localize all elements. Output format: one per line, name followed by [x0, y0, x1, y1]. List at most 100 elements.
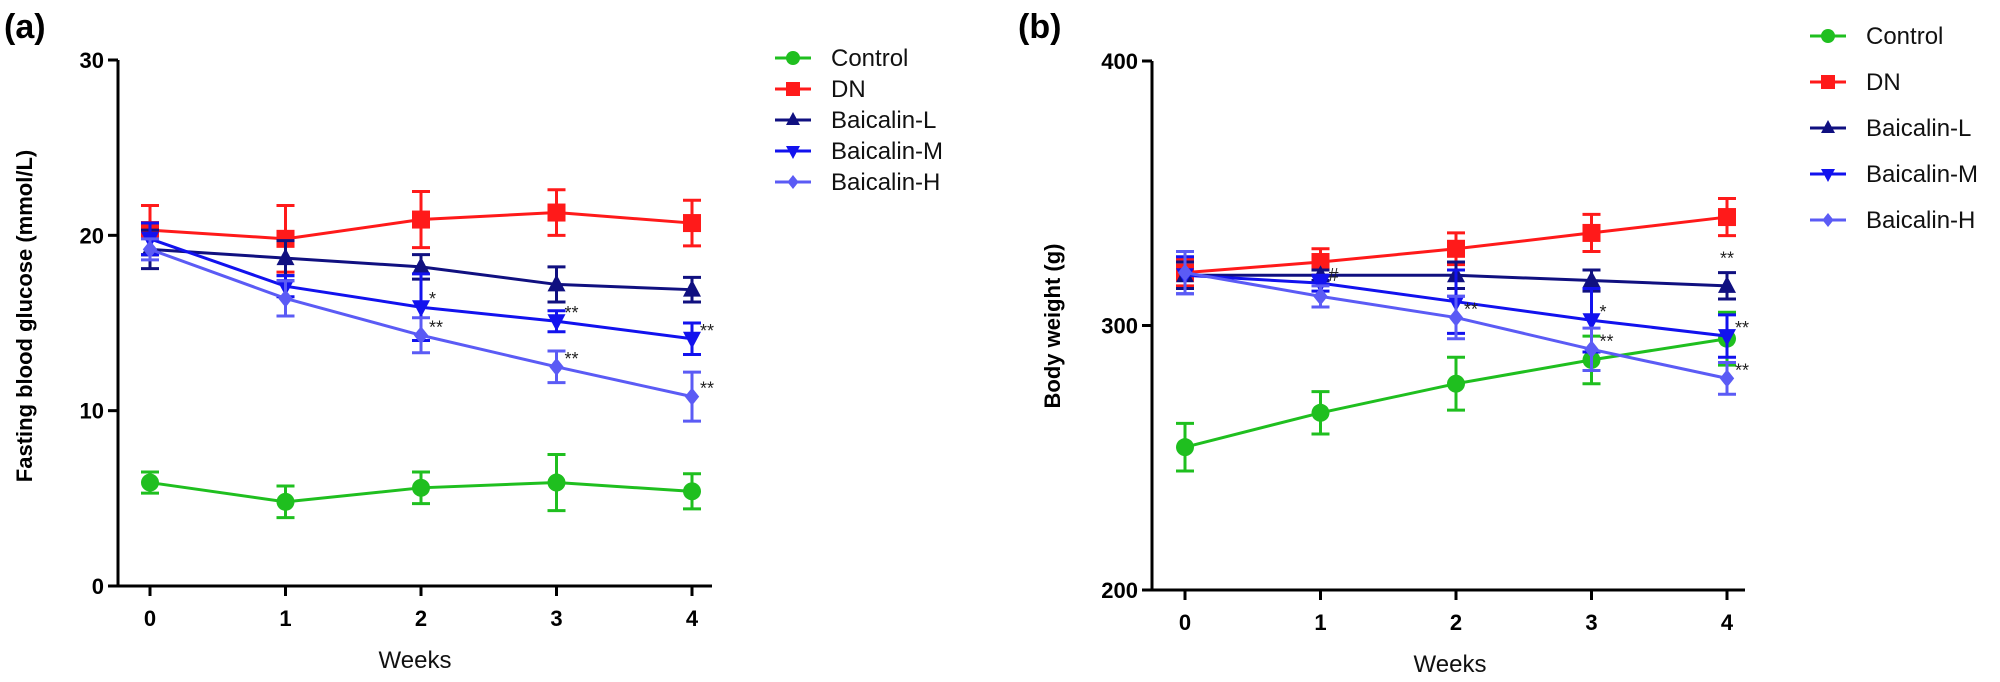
series-control	[141, 453, 701, 520]
data-point	[547, 274, 566, 292]
legend-marker	[786, 112, 800, 125]
legend-marker	[787, 175, 799, 189]
data-point	[1448, 308, 1464, 327]
legend-label: Baicalin-M	[831, 138, 943, 165]
data-point	[1313, 287, 1328, 306]
significance-mark: **	[1600, 331, 1614, 351]
data-point	[1311, 403, 1330, 422]
data-point	[683, 279, 701, 297]
plot-area: #** *********	[1176, 197, 1749, 473]
significance-mark: **	[1464, 300, 1478, 320]
data-point	[547, 203, 566, 222]
x-tick-label: 0	[144, 606, 156, 631]
data-point	[141, 473, 159, 492]
data-point	[1584, 340, 1599, 359]
data-point	[276, 248, 295, 266]
legend-item: Baicalin-M	[1810, 161, 1978, 188]
y-axis-title: Body weight (g)	[1040, 244, 1065, 409]
panel-a: (a) Fasting blood glucose (mmol/L) Weeks…	[4, 8, 943, 674]
data-point	[276, 492, 295, 511]
y-tick-label: 200	[1101, 578, 1138, 603]
legend-label: Baicalin-L	[1866, 115, 1971, 142]
series-baicalin-h	[141, 237, 701, 423]
data-point	[1447, 374, 1465, 393]
y-tick-label: 300	[1101, 314, 1138, 339]
data-point	[1582, 270, 1601, 288]
significance-mark: **	[1735, 360, 1749, 380]
y-tick-label: 20	[80, 223, 104, 248]
y-tick-label: 30	[80, 48, 104, 73]
legend-item: Baicalin-M	[775, 138, 943, 165]
significance-mark: *	[1600, 302, 1607, 322]
data-point	[276, 229, 295, 248]
data-point	[412, 256, 430, 274]
x-axis-title: Weeks	[1414, 651, 1487, 678]
y-tick-label: 10	[80, 399, 104, 424]
data-point	[683, 214, 701, 233]
x-tick-label: 0	[1179, 610, 1191, 635]
data-point	[412, 210, 430, 229]
data-point	[1311, 253, 1330, 272]
legend-marker	[786, 146, 800, 159]
legend-marker	[1821, 29, 1835, 43]
x-axis-title: Weeks	[379, 647, 452, 674]
x-tick-label: 3	[550, 606, 562, 631]
legend-item: Baicalin-H	[775, 169, 940, 196]
series-baicalin-h	[1176, 249, 1736, 396]
legend-marker	[1821, 169, 1835, 182]
data-point	[1176, 438, 1194, 457]
legend-item: Baicalin-L	[1810, 115, 1971, 142]
y-tick-label: 400	[1101, 49, 1138, 74]
axes: 0 10 20 30 0 1 2 3 4	[80, 48, 712, 631]
legend-marker	[1822, 213, 1834, 227]
legend-label: Control	[1866, 23, 1943, 50]
data-point	[142, 240, 158, 259]
x-tick-label: 1	[279, 606, 291, 631]
x-tick-label: 4	[686, 606, 699, 631]
legend-label: Baicalin-H	[1866, 207, 1975, 234]
data-point	[1582, 223, 1601, 242]
data-point	[412, 300, 430, 318]
axes: 200 300 400 0 1 2 3 4	[1101, 49, 1745, 635]
data-point	[547, 314, 566, 332]
legend-label: Baicalin-H	[831, 169, 940, 196]
legend-marker	[1821, 120, 1835, 133]
significance-mark: **	[1735, 318, 1749, 338]
significance-mark: **	[700, 321, 714, 341]
legend: Control DN Baicalin-L Baicalin-M Baicalin-H	[1810, 23, 1978, 234]
legend-label: Baicalin-M	[1866, 161, 1978, 188]
legend-item: Baicalin-L	[775, 107, 936, 134]
significance-mark: #	[1329, 265, 1339, 285]
data-point	[1718, 275, 1736, 293]
x-tick-label: 1	[1314, 610, 1326, 635]
panel-label: (b)	[1018, 8, 1061, 46]
legend-label: DN	[1866, 69, 1901, 96]
legend-label: Baicalin-L	[831, 107, 936, 134]
series-baicalin-m	[141, 221, 701, 357]
data-point	[1718, 329, 1736, 347]
x-tick-label: 2	[415, 606, 427, 631]
legend-item: DN	[1810, 69, 1901, 96]
legend-marker	[1821, 75, 1835, 89]
data-point	[684, 387, 700, 406]
significance-mark: *	[429, 289, 436, 309]
legend-item: Baicalin-H	[1810, 207, 1975, 234]
legend-label: Control	[831, 45, 908, 72]
x-tick-label: 4	[1721, 610, 1734, 635]
data-point	[1719, 369, 1735, 388]
data-point	[1582, 313, 1601, 331]
legend: Control DN Baicalin-L Baicalin-M Baicalin-H	[775, 45, 943, 196]
data-point	[1718, 208, 1736, 227]
significance-mark: **	[565, 349, 579, 369]
data-point	[683, 482, 701, 501]
data-point	[278, 289, 293, 308]
legend-item: Control	[775, 45, 908, 72]
x-tick-label: 2	[1450, 610, 1462, 635]
panel-b: (b) Body weight (g) Weeks 200 300 400 0 1 2 3 4…	[1018, 8, 1978, 678]
y-tick-label: 0	[92, 574, 104, 599]
data-point	[547, 473, 566, 492]
data-point	[412, 478, 430, 497]
legend-label: DN	[831, 76, 866, 103]
legend-marker	[786, 82, 800, 96]
